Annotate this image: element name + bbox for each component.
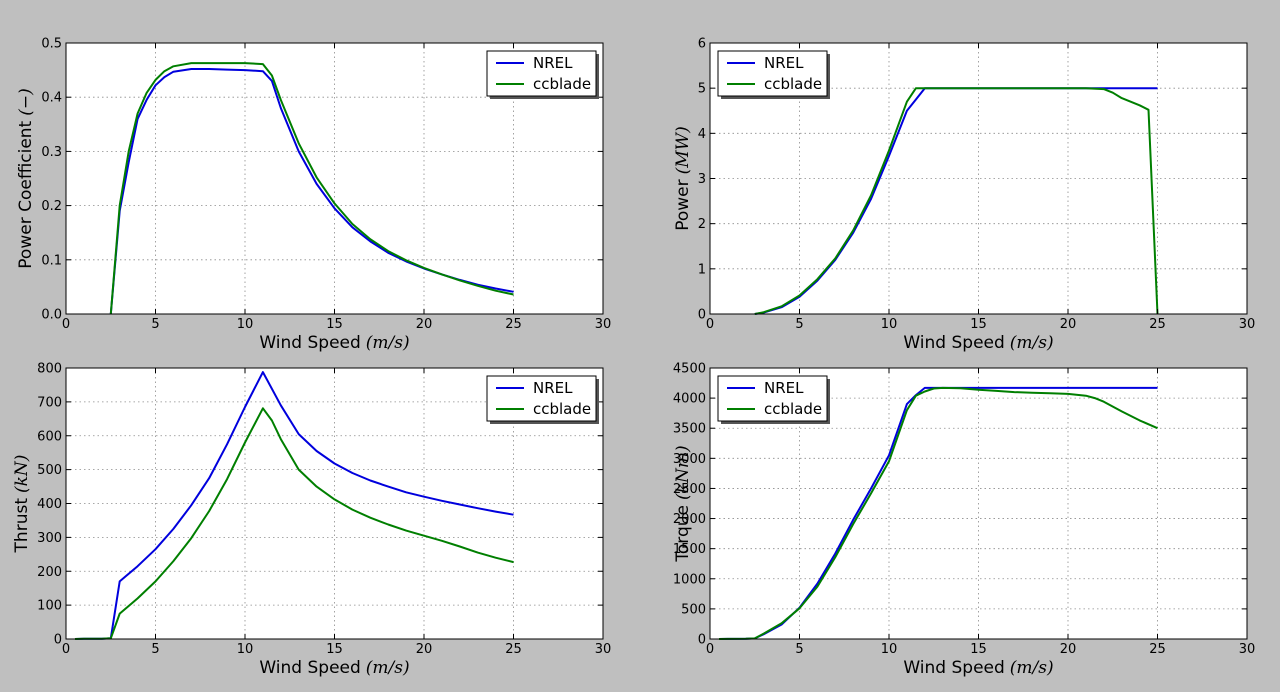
legend-label-ccblade: ccblade [533, 400, 591, 418]
y-axis-label: Power Coefficient(−) [16, 88, 36, 268]
chart-panel-1: 0 5 10 15 20 25 30 0.0 0.1 0.2 0.3 0.4 0.5 Wind Speed… [16, 37, 611, 354]
y-tick-label: 100 [37, 599, 62, 614]
x-axis-label: Wind Speed (m/s) [259, 333, 409, 353]
y-tick-label: 4500 [673, 362, 706, 377]
legend: NREL ccblade [486, 50, 599, 99]
legend-box [486, 375, 597, 422]
x-tick-label: 0 [706, 317, 714, 332]
x-tick-label: 25 [1149, 642, 1166, 657]
legend-label-nrel: NREL [533, 54, 573, 72]
y-axis-label: Power(MW) [673, 126, 693, 231]
y-tick-label: 0 [54, 633, 62, 648]
y-tick-label: 4 [698, 127, 706, 142]
y-tick-label: 0.5 [41, 37, 62, 52]
y-axis-label: Thrust(kN) [12, 455, 32, 554]
legend-label-nrel: NREL [533, 379, 573, 397]
y-tick-label: 400 [37, 497, 62, 512]
legend: NREL ccblade [717, 50, 830, 99]
y-tick-label: 2000 [673, 512, 706, 527]
x-tick-label: 30 [595, 642, 612, 657]
x-tick-label: 15 [326, 642, 343, 657]
series-line-ccblade [109, 62, 514, 315]
y-tick-label: 0.3 [41, 145, 62, 160]
y-tick-label: 200 [37, 565, 62, 580]
x-tick-label: 5 [151, 642, 159, 657]
x-tick-label: 0 [62, 317, 70, 332]
x-axis-label: Wind Speed (m/s) [903, 658, 1053, 678]
x-tick-label: 5 [795, 642, 803, 657]
y-tick-label: 300 [37, 531, 62, 546]
legend-label-ccblade: ccblade [533, 75, 591, 93]
y-axis-label: Torque(kNm) [673, 445, 693, 562]
x-tick-label: 5 [151, 317, 159, 332]
x-tick-label: 10 [881, 642, 898, 657]
y-tick-label: 0.2 [41, 199, 62, 214]
x-tick-label: 20 [1060, 642, 1077, 657]
y-tick-label: 600 [37, 429, 62, 444]
y-tick-label: 0 [698, 308, 706, 323]
legend-label-ccblade: ccblade [764, 400, 822, 418]
series-line-ccblade [74, 407, 514, 640]
x-tick-label: 30 [1239, 317, 1256, 332]
y-tick-label: 1 [698, 262, 706, 277]
x-tick-label: 25 [1149, 317, 1166, 332]
y-tick-label: 500 [681, 602, 706, 617]
y-tick-label: 5 [698, 82, 706, 97]
legend: NREL ccblade [486, 375, 599, 424]
x-tick-label: 0 [706, 642, 714, 657]
chart-panel-3: 0 5 10 15 20 25 300100200300400500600700800Win… [12, 362, 611, 679]
chart-panel-2: 0 5 10 15 20 25 30 0 1 2 3 4 5 6 Wind Speed (m/s) Power(… [673, 37, 1255, 354]
series-line-ccblade [754, 87, 1159, 315]
series-line-ccblade [718, 386, 1158, 640]
series-line-nrel [74, 371, 514, 640]
x-tick-label: 30 [1239, 642, 1256, 657]
x-axis-label: Wind Speed (m/s) [259, 658, 409, 678]
x-tick-label: 30 [595, 317, 612, 332]
y-tick-label: 0.1 [41, 253, 62, 268]
y-tick-label: 4000 [673, 392, 706, 407]
x-tick-label: 15 [970, 642, 987, 657]
x-tick-label: 15 [326, 317, 343, 332]
legend-box [717, 50, 828, 97]
x-tick-label: 20 [416, 642, 433, 657]
legend: NREL ccblade [717, 375, 830, 424]
x-tick-label: 10 [237, 642, 254, 657]
y-tick-label: 3500 [673, 422, 706, 437]
chart-panel-4: 0 5 10 15 20 25 30 0 500 1000 1500 2000 2500 3000 3500… [673, 362, 1255, 679]
x-tick-label: 25 [505, 317, 522, 332]
y-tick-label: 2 [698, 217, 706, 232]
legend-label-ccblade: ccblade [764, 75, 822, 93]
legend-label-nrel: NREL [764, 54, 804, 72]
x-tick-label: 0 [62, 642, 70, 657]
y-tick-label: 3000 [673, 452, 706, 467]
legend-box [717, 375, 828, 422]
legend-label-nrel: NREL [764, 379, 804, 397]
y-tick-label: 1000 [673, 572, 706, 587]
x-tick-label: 15 [970, 317, 987, 332]
y-tick-label: 2500 [673, 482, 706, 497]
x-tick-label: 25 [505, 642, 522, 657]
x-tick-label: 20 [1060, 317, 1077, 332]
x-tick-label: 20 [416, 317, 433, 332]
y-tick-label: 700 [37, 395, 62, 410]
y-tick-label: 0.0 [41, 308, 62, 323]
y-tick-label: 6 [698, 37, 706, 52]
y-tick-label: 1500 [673, 542, 706, 557]
y-tick-label: 800 [37, 362, 62, 377]
x-tick-label: 5 [795, 317, 803, 332]
x-tick-label: 10 [881, 317, 898, 332]
y-tick-label: 500 [37, 463, 62, 478]
x-tick-label: 10 [237, 317, 254, 332]
x-axis-label: Wind Speed (m/s) [903, 333, 1053, 353]
legend-box [486, 50, 597, 97]
y-tick-label: 0 [698, 633, 706, 648]
y-tick-label: 3 [698, 172, 706, 187]
y-tick-label: 0.4 [41, 91, 62, 106]
